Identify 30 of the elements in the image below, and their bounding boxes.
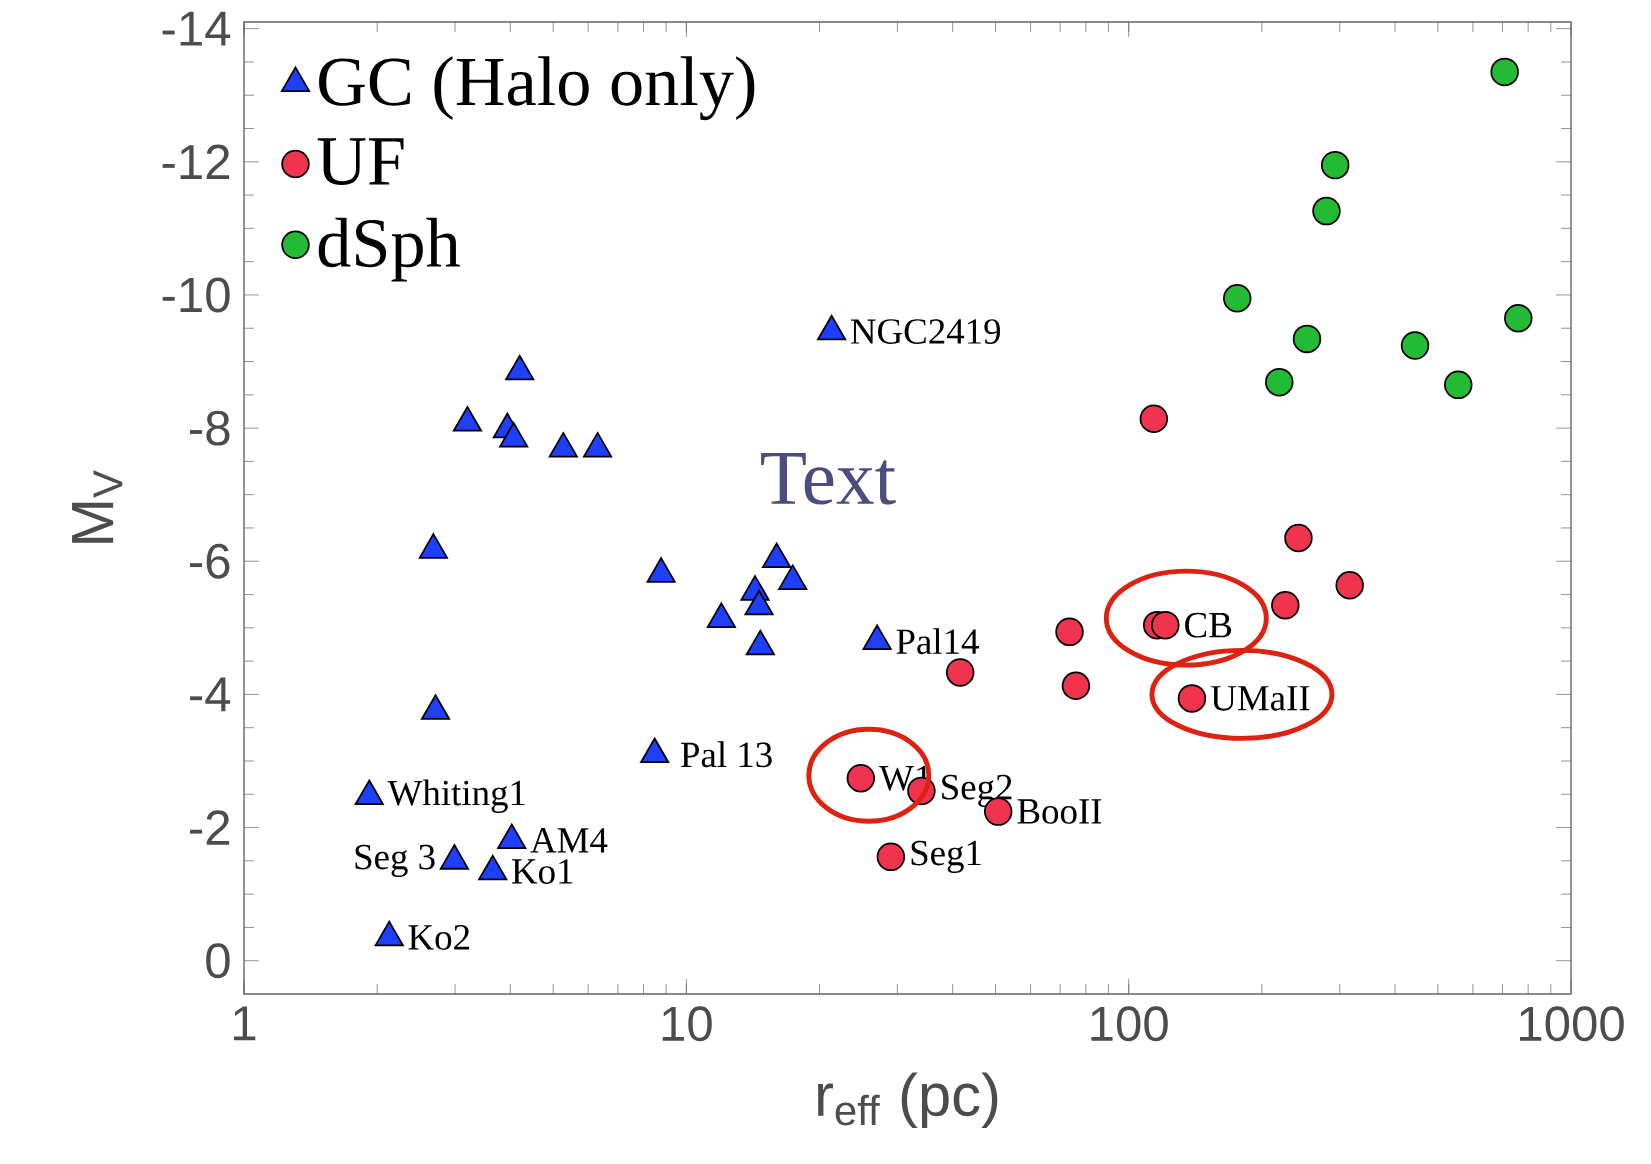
legend-label: dSph: [318, 217, 460, 282]
y-tick-label: 0: [206, 943, 230, 979]
annotation: UMaII: [1210, 686, 1310, 711]
annotation: Seg 3: [355, 844, 435, 878]
legend-label: GC (Halo only): [319, 56, 755, 121]
annotation: Ko1: [512, 859, 573, 884]
x-tick-label: 1: [234, 1006, 256, 1041]
y-tick-label: -8: [190, 410, 230, 446]
annotation: BooII: [1017, 799, 1102, 824]
annotation: NGC2419: [850, 319, 1001, 344]
x-tick-label: 10: [662, 1006, 712, 1042]
annotation: AM4: [530, 828, 608, 853]
legend-label: UF: [317, 138, 404, 186]
annotation: Whiting1: [387, 779, 525, 814]
y-axis-title: M$_{V}$: [72, 470, 123, 543]
y-tick-label: -12: [162, 144, 230, 179]
y-tick-label: -2: [190, 810, 230, 845]
y-tick-label: -6: [190, 543, 230, 579]
annotation: Pal14: [896, 628, 979, 655]
annotation: Seg1: [911, 840, 981, 874]
x-tick-label: 1000: [1520, 1006, 1624, 1042]
y-tick-label: -4: [190, 677, 231, 712]
x-axis-title: r$_{eff}$ (pc): [818, 1072, 998, 1129]
annotation: Ko2: [408, 925, 470, 950]
annotation: Text: [761, 453, 896, 505]
y-tick-label: -10: [162, 277, 230, 313]
x-tick-label: 100: [1091, 1006, 1168, 1042]
annotation: Pal 13: [681, 741, 772, 768]
annotation: CB: [1185, 612, 1232, 638]
y-tick-label: -14: [162, 11, 231, 46]
